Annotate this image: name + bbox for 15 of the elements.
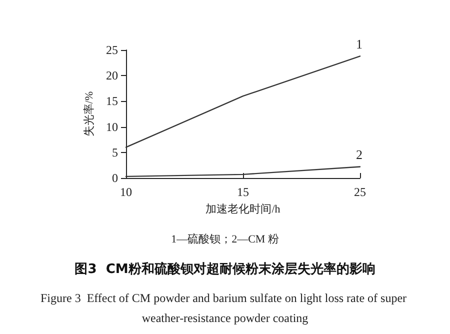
y-tick-label: 10 xyxy=(106,120,118,134)
text: 图3 CM粉和硫酸钡对超耐候粉末涂层失光率的影响 xyxy=(74,261,376,277)
x-tick-label: 25 xyxy=(354,185,366,199)
x-axis-title: 加速老化时间/h xyxy=(206,202,281,216)
text: 1—硫酸钡；2—CM 粉 xyxy=(171,232,279,246)
y-axis-title: 失光率/% xyxy=(82,91,96,137)
y-tick-label: 5 xyxy=(112,145,118,160)
x-tick-label: 15 xyxy=(237,185,249,199)
y-tick-label: 25 xyxy=(106,43,118,57)
y-tick-label: 0 xyxy=(112,171,118,185)
y-tick-label: 15 xyxy=(106,94,118,108)
text: Figure 3 Effect of CM powder and barium sulfate on light loss rate of super weather-resistance powder coating xyxy=(40,291,410,325)
y-tick-label: 20 xyxy=(106,68,118,83)
series-label: 1 xyxy=(356,36,362,52)
series-label: 2 xyxy=(356,147,362,162)
